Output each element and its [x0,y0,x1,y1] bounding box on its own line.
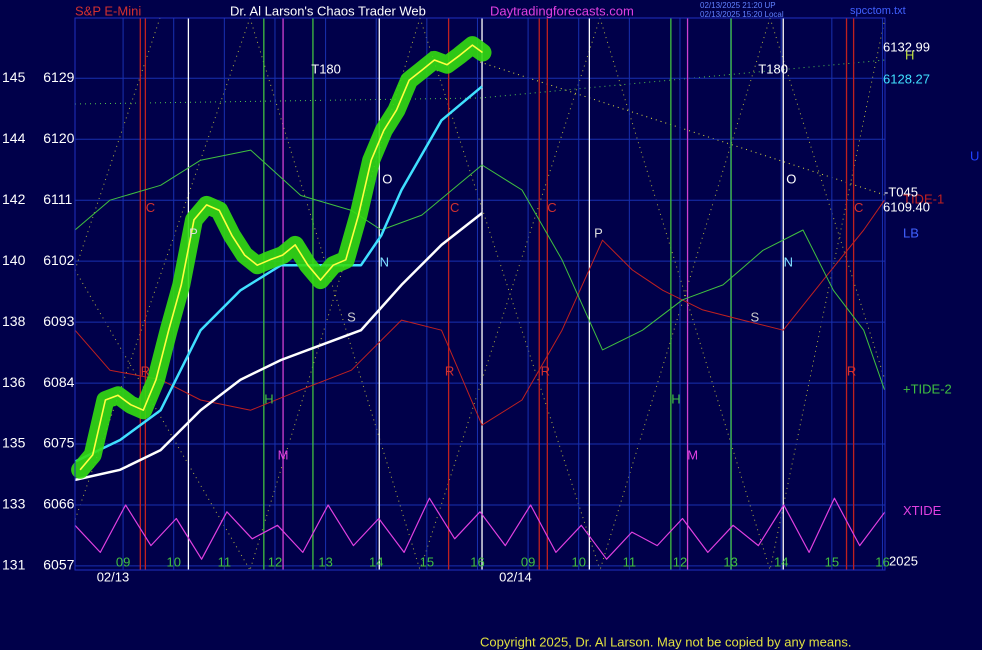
x-tick-label: 16 [470,554,484,569]
series-line [74,497,886,560]
copyright: Copyright 2025, Dr. Al Larson. May not b… [480,634,851,649]
y-tick-label: 135 6075 [2,435,75,451]
annotation: R [847,364,856,379]
y-tick-label: 140 6102 [2,252,75,268]
chart-title: Dr. Al Larson's Chaos Trader Web [230,3,426,18]
y-tick-label: 136 6084 [2,374,75,390]
y-tick-label: 138 6093 [2,313,75,329]
series-line [74,199,885,426]
plot: T180 T180 C C C C P P O O N N S S H H M M R R R R [71,18,886,570]
x-tick-label: 15 [420,554,434,569]
annotation: C [547,200,556,215]
lattice-lines [74,17,886,571]
series-line [74,212,483,482]
right-label: U [970,148,979,163]
annotation: P [594,225,603,240]
x-tick-label: 09 [116,554,130,569]
projection-line [479,61,886,196]
x-tick-label: 12 [673,554,687,569]
series-line [74,149,885,390]
series-line [79,44,483,471]
annotation: N [784,255,793,270]
annotation: C [450,200,459,215]
date-label: 02/13 [97,569,130,584]
y-tick-label: 133 6066 [2,496,75,512]
x-tick-label: 13 [318,554,332,569]
annotation: N [380,255,389,270]
annotation: R [141,364,150,379]
symbol: S&P E-Mini [75,3,141,18]
annotation: T180 [311,62,341,77]
right-label: H [905,47,914,62]
annotation: C [854,200,863,215]
x-tick-label: 15 [825,554,839,569]
timestamp: 02/13/2025 21:20 UP [700,1,776,10]
right-label: -T045 [884,184,918,199]
annotation: M [278,448,289,463]
right-label: 6128.27 [883,71,930,86]
y-tick-label: 144 6120 [2,130,75,146]
site: Daytradingforecasts.com [490,3,634,18]
annotation: S [751,309,760,324]
annotation: P [189,225,198,240]
annotation: T180 [758,62,788,77]
x-tick-label: 14 [774,554,788,569]
x-tick-label: 10 [571,554,585,569]
annotation: H [264,391,273,406]
annotation: O [786,171,796,186]
annotation: R [445,364,454,379]
level-line [74,59,886,105]
x-tick-label: 11 [623,554,637,569]
x-tick-label: 12 [268,554,282,569]
y-tick-label: 131 6057 [2,557,75,573]
plot-frame [74,17,886,571]
x-tick-label: 09 [521,554,535,569]
annotation: C [146,200,155,215]
annotation: R [541,364,550,379]
file-name: spcctom.txt [850,5,906,17]
annotation: S [347,309,356,324]
right-label: LB [903,225,919,240]
x-tick-label: 11 [218,554,232,569]
right-label: 6132.99 [883,39,930,54]
x-tick-label: 14 [369,554,383,569]
series-label: TIDE-1 [903,192,944,207]
y-tick-label: 145 6129 [2,69,75,85]
annotation: M [687,448,698,463]
x-tick-label: 16 [875,554,889,569]
series-label: XTIDE [903,503,942,518]
y-tick-label: 142 6111 [2,191,73,207]
annotation: O [382,171,392,186]
date-label: 02/14 [499,569,532,584]
annotation: H [671,391,680,406]
lattice [74,17,886,571]
x-tick-label: 13 [723,554,737,569]
timestamp: 02/13/2025 15:20 Local [700,10,784,19]
right-label: 6109.40 [883,199,930,214]
right-label: 2025 [889,553,918,568]
series-label: +TIDE-2 [903,381,952,396]
x-tick-label: 10 [166,554,180,569]
